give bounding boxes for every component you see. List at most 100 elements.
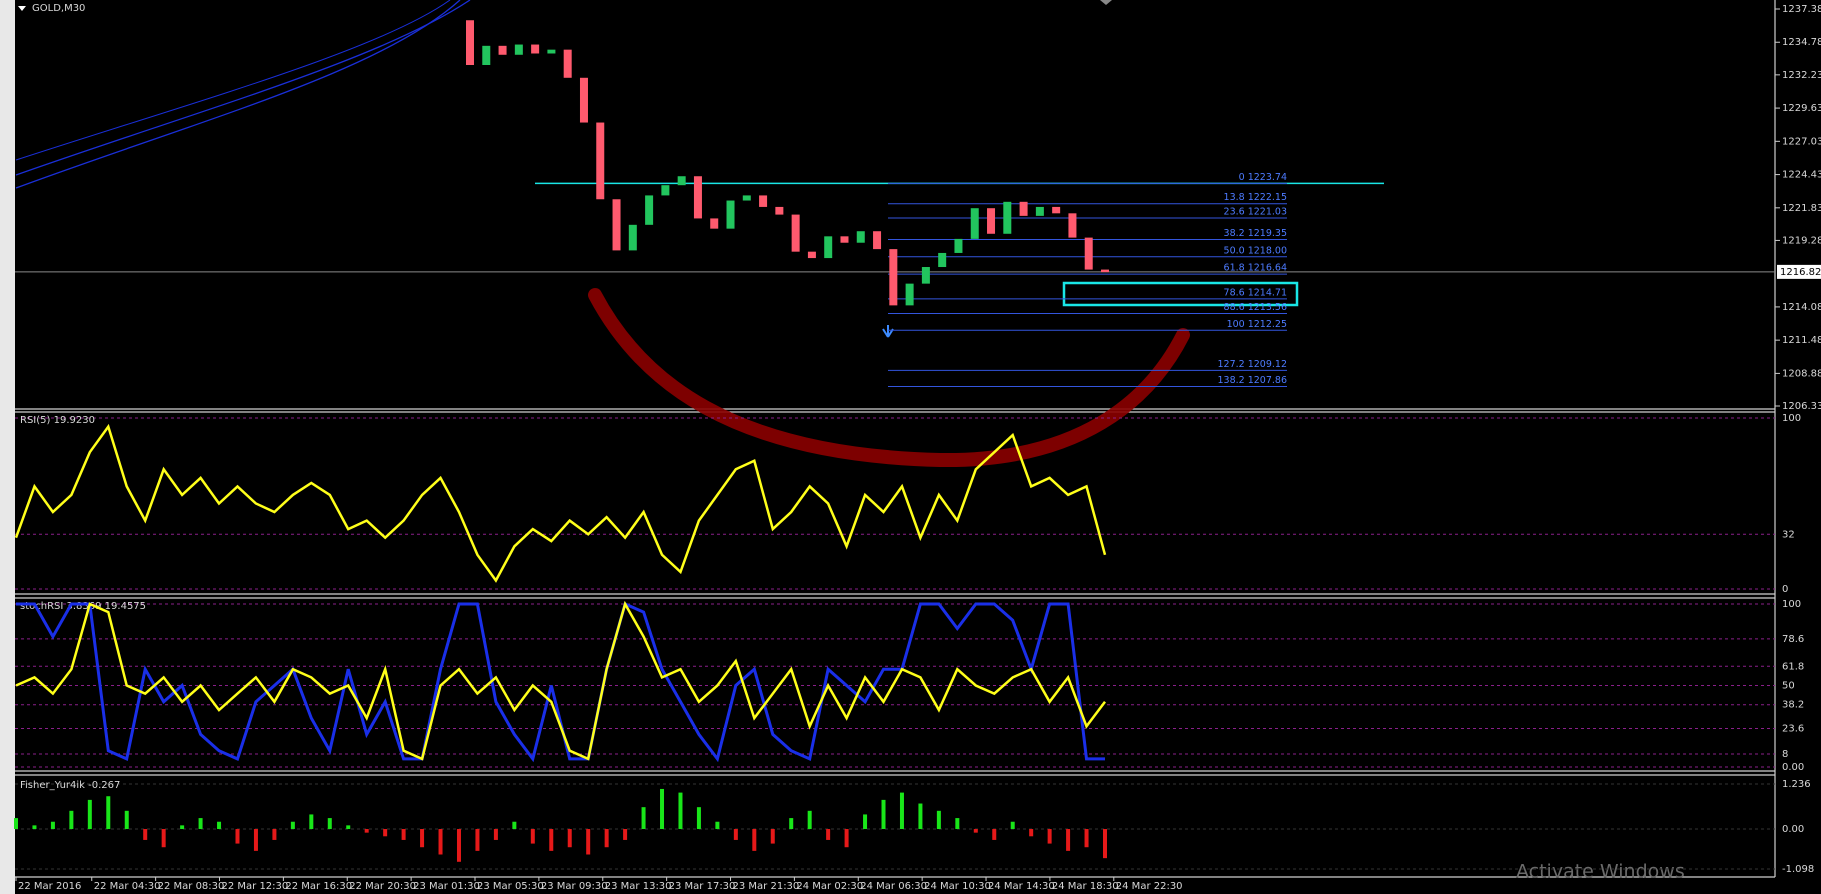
fisher-bar xyxy=(899,792,904,830)
price-tick-label: 1232.23 xyxy=(1782,70,1821,81)
fib-label: 0 1223.74 xyxy=(1239,172,1287,183)
fisher-bar xyxy=(420,829,425,848)
fisher-bar xyxy=(918,803,923,830)
candle xyxy=(563,49,572,78)
stoch-fast-line xyxy=(15,600,1106,761)
indicator-tick-label: 38.2 xyxy=(1782,700,1804,711)
candle xyxy=(873,231,882,250)
fisher-bar xyxy=(1066,829,1071,851)
fisher-bar xyxy=(475,829,480,851)
symbol-label: GOLD,M30 xyxy=(32,3,85,14)
indicator-tick-label: 23.6 xyxy=(1782,724,1804,735)
candle xyxy=(807,251,816,259)
scroll-marker xyxy=(1100,0,1112,5)
candle xyxy=(645,195,654,225)
fib-label: 100 1212.25 xyxy=(1227,319,1287,330)
fib-label: 88.6 1213.56 xyxy=(1224,302,1287,313)
price-tick-label: 1229.63 xyxy=(1782,103,1821,114)
indicator-label: RSI(5) 19.9230 xyxy=(20,415,95,426)
time-label: 22 Mar 20:30 xyxy=(349,881,416,892)
candle xyxy=(628,224,637,251)
candle xyxy=(824,236,833,259)
candle xyxy=(759,195,768,207)
indicator-tick-label: 0.00 xyxy=(1782,824,1804,835)
fisher-bar xyxy=(936,810,941,830)
fisher-bar xyxy=(327,818,332,830)
candle xyxy=(726,200,735,229)
fisher-bar xyxy=(715,821,720,830)
price-tick-label: 1208.88 xyxy=(1782,368,1821,379)
candle xyxy=(742,195,751,201)
candle xyxy=(987,208,996,234)
candle xyxy=(1084,237,1093,270)
indicator-tick-label: 100 xyxy=(1782,413,1801,424)
candle xyxy=(889,249,898,306)
time-label: 23 Mar 01:30 xyxy=(413,881,480,892)
candle xyxy=(1035,206,1044,216)
fisher-bar xyxy=(32,825,37,830)
time-label: 24 Mar 18:30 xyxy=(1052,881,1119,892)
indicator-label: stochRSI 3.8369 19.4575 xyxy=(20,601,146,612)
candle xyxy=(677,176,686,186)
fisher-bar xyxy=(235,829,240,844)
fisher-bar xyxy=(770,829,775,844)
time-label: 24 Mar 14:30 xyxy=(988,881,1055,892)
fisher-bar xyxy=(863,814,868,830)
fib-label: 127.2 1209.12 xyxy=(1217,359,1287,370)
fisher-bar xyxy=(660,788,665,830)
fisher-bar xyxy=(290,821,295,830)
time-label: 22 Mar 12:30 xyxy=(222,881,289,892)
fisher-bar xyxy=(217,821,222,830)
indicator-tick-label: 50 xyxy=(1782,681,1795,692)
candle xyxy=(1068,213,1077,238)
fisher-bar xyxy=(198,818,203,830)
fisher-bar xyxy=(623,829,628,840)
candle xyxy=(466,20,474,66)
candle xyxy=(775,206,784,215)
candle xyxy=(612,199,621,251)
candle xyxy=(856,231,865,243)
price-tick-label: 1206.33 xyxy=(1782,401,1821,412)
candle xyxy=(1019,201,1028,216)
fisher-bar xyxy=(346,825,351,830)
fisher-bar xyxy=(1047,829,1052,844)
price-tick-label: 1234.78 xyxy=(1782,37,1821,48)
candle xyxy=(498,45,507,55)
fisher-bar xyxy=(309,814,314,830)
candle xyxy=(579,77,588,123)
fisher-bar xyxy=(678,792,683,830)
fisher-bar xyxy=(955,818,960,830)
chart-area xyxy=(15,0,1775,880)
indicator-tick-label: 61.8 xyxy=(1782,661,1804,672)
indicator-tick-label: 1.236 xyxy=(1782,779,1811,790)
time-label: 24 Mar 06:30 xyxy=(860,881,927,892)
fisher-bar xyxy=(696,807,701,830)
fib-label: 61.8 1216.64 xyxy=(1224,263,1287,274)
fisher-bar xyxy=(1103,829,1107,859)
fisher-bar xyxy=(493,829,498,840)
time-label: 24 Mar 22:30 xyxy=(1116,881,1183,892)
candle xyxy=(596,122,605,200)
fisher-bar xyxy=(826,829,831,840)
fib-label: 38.2 1219.35 xyxy=(1224,228,1287,239)
time-label: 24 Mar 10:30 xyxy=(924,881,991,892)
indicator-tick-label: 8 xyxy=(1782,749,1788,760)
time-label: 23 Mar 17:30 xyxy=(669,881,736,892)
time-label: 22 Mar 16:30 xyxy=(285,881,352,892)
candle xyxy=(921,267,930,284)
fisher-bar xyxy=(87,799,92,830)
rsi-line xyxy=(14,423,1107,583)
indicator-label: Fisher_Yur4ik -0.267 xyxy=(20,780,120,791)
envelope-line xyxy=(15,0,451,161)
time-label: 22 Mar 08:30 xyxy=(158,881,225,892)
fisher-bar xyxy=(807,810,812,830)
fib-label: 23.6 1221.03 xyxy=(1224,207,1287,218)
price-tick-label: 1221.83 xyxy=(1782,203,1821,214)
fisher-bar xyxy=(789,818,794,830)
price-tick-label: 1224.43 xyxy=(1782,170,1821,181)
candle xyxy=(547,49,556,54)
candle xyxy=(531,44,540,54)
indicator-tick-label: 78.6 xyxy=(1782,634,1804,645)
